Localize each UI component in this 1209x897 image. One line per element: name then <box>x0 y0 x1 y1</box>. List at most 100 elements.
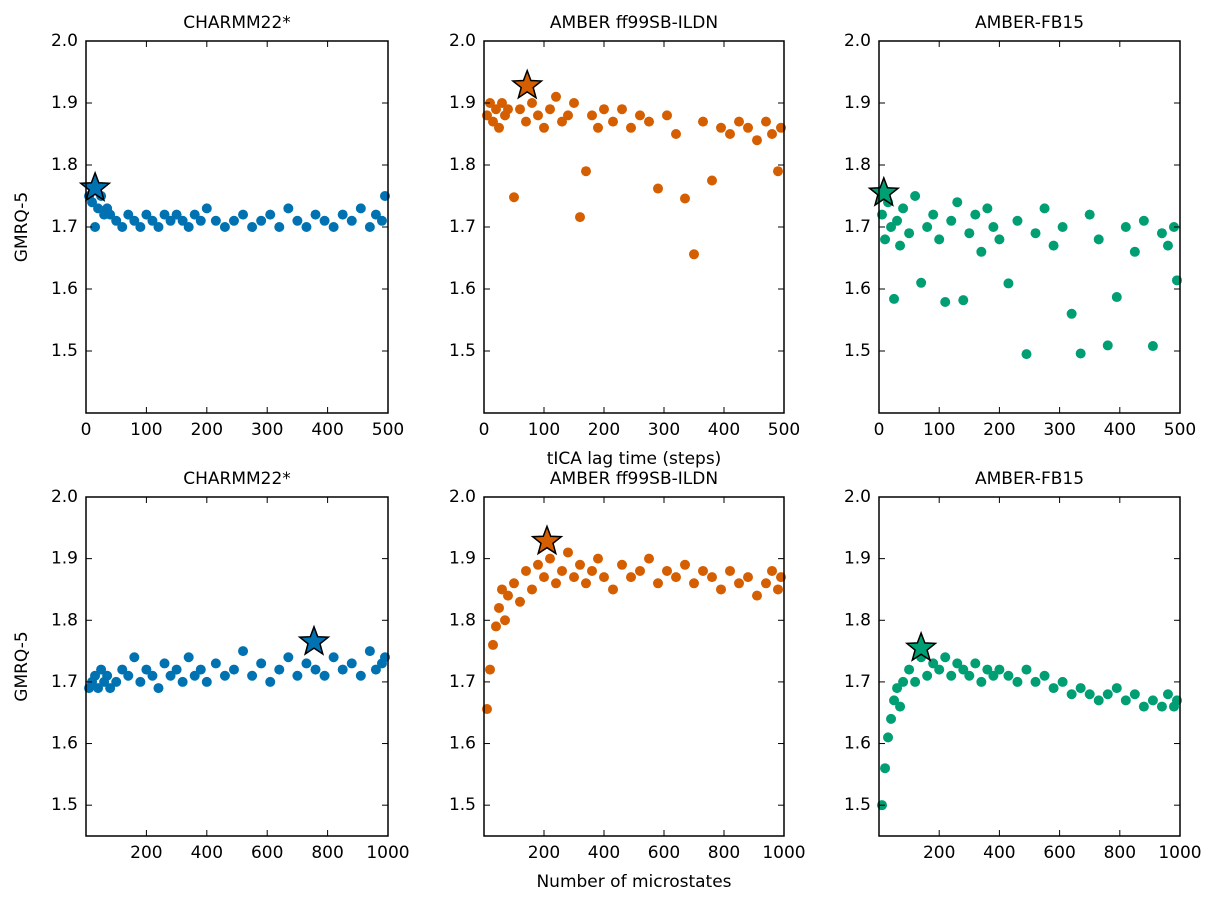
point <box>680 559 690 570</box>
axes-frame <box>878 496 1181 837</box>
point <box>515 104 525 115</box>
point <box>889 695 900 706</box>
x-tick-label: 100 <box>923 420 955 440</box>
x-tick-label: 300 <box>648 420 680 440</box>
point <box>238 646 249 657</box>
point <box>707 572 717 583</box>
x-tick-label: 600 <box>648 843 680 863</box>
point <box>328 222 339 232</box>
point <box>521 116 531 127</box>
point <box>319 215 330 226</box>
point <box>301 222 312 232</box>
point <box>1057 676 1068 687</box>
x-tick-label: 200 <box>983 420 1015 440</box>
y-tick-label: 1.7 <box>844 217 871 237</box>
y-tick-label: 1.9 <box>51 93 78 113</box>
point <box>96 664 107 675</box>
point <box>581 578 591 589</box>
point <box>617 104 627 115</box>
point <box>671 129 681 139</box>
point <box>111 676 122 687</box>
point <box>153 683 164 694</box>
point <box>292 215 303 226</box>
best-star <box>297 624 331 656</box>
point <box>910 676 921 687</box>
subplot-title: CHARMM22* <box>183 469 291 489</box>
point <box>1147 695 1158 706</box>
point <box>183 652 194 663</box>
x-tick-label: 1000 <box>762 843 805 863</box>
point <box>680 193 690 204</box>
point <box>238 209 249 220</box>
x-tick-label: 400 <box>1104 420 1136 440</box>
point <box>752 590 762 601</box>
point <box>752 135 762 146</box>
point <box>159 658 170 669</box>
point <box>494 602 504 613</box>
point <box>653 578 663 589</box>
point <box>1156 701 1167 712</box>
point <box>147 215 158 226</box>
x-tick-label: 500 <box>768 420 800 440</box>
point <box>761 578 771 589</box>
point <box>228 664 239 675</box>
y-tick-label: 1.9 <box>449 93 476 113</box>
point <box>994 664 1005 675</box>
y-tick-label: 1.8 <box>449 610 476 630</box>
point <box>90 670 101 681</box>
point <box>958 295 969 306</box>
point <box>698 116 708 127</box>
x-tick-label: 0 <box>479 420 490 440</box>
point <box>1156 228 1167 239</box>
point <box>1162 240 1173 251</box>
point <box>767 129 777 139</box>
y-tick-label: 1.6 <box>844 734 871 754</box>
x-tick-label: 400 <box>311 420 343 440</box>
point <box>934 234 945 245</box>
point <box>898 203 909 214</box>
subplot-title: AMBER-FB15 <box>975 469 1084 489</box>
point <box>527 584 537 595</box>
point <box>1039 670 1050 681</box>
point <box>195 664 206 675</box>
point <box>503 590 513 601</box>
point <box>635 110 645 121</box>
point <box>662 565 672 576</box>
y-tick-label: 1.9 <box>449 549 476 569</box>
y-axis-label: GMRQ-5 <box>12 192 32 262</box>
point <box>626 572 636 583</box>
subplot: 1.5 1.6 1.7 1.8 1.9 2.0 200 400 600 800 1000 CHARMM… <box>12 469 410 863</box>
axes-frame <box>483 496 785 837</box>
point <box>1120 222 1131 232</box>
point <box>500 615 510 626</box>
point <box>982 203 993 214</box>
point <box>1093 695 1104 706</box>
point <box>310 209 321 220</box>
point <box>946 670 957 681</box>
y-tick-label: 1.5 <box>844 795 871 815</box>
point <box>195 215 206 226</box>
point <box>653 183 663 194</box>
point <box>964 670 975 681</box>
point <box>301 658 312 669</box>
point <box>970 209 981 220</box>
point <box>1168 222 1179 232</box>
point <box>494 122 504 133</box>
point <box>958 664 969 675</box>
y-tick-label: 1.5 <box>51 341 78 361</box>
point <box>593 122 603 133</box>
point <box>880 763 891 774</box>
point <box>734 578 744 589</box>
point <box>533 110 543 121</box>
point <box>1102 340 1113 351</box>
point <box>575 212 585 223</box>
point <box>982 664 993 675</box>
point <box>135 222 146 232</box>
point <box>1162 689 1173 700</box>
point <box>485 664 495 675</box>
point <box>515 596 525 607</box>
subplot-title: AMBER ff99SB-ILDN <box>550 13 718 33</box>
point <box>928 209 939 220</box>
point <box>1138 701 1149 712</box>
point <box>1021 664 1032 675</box>
